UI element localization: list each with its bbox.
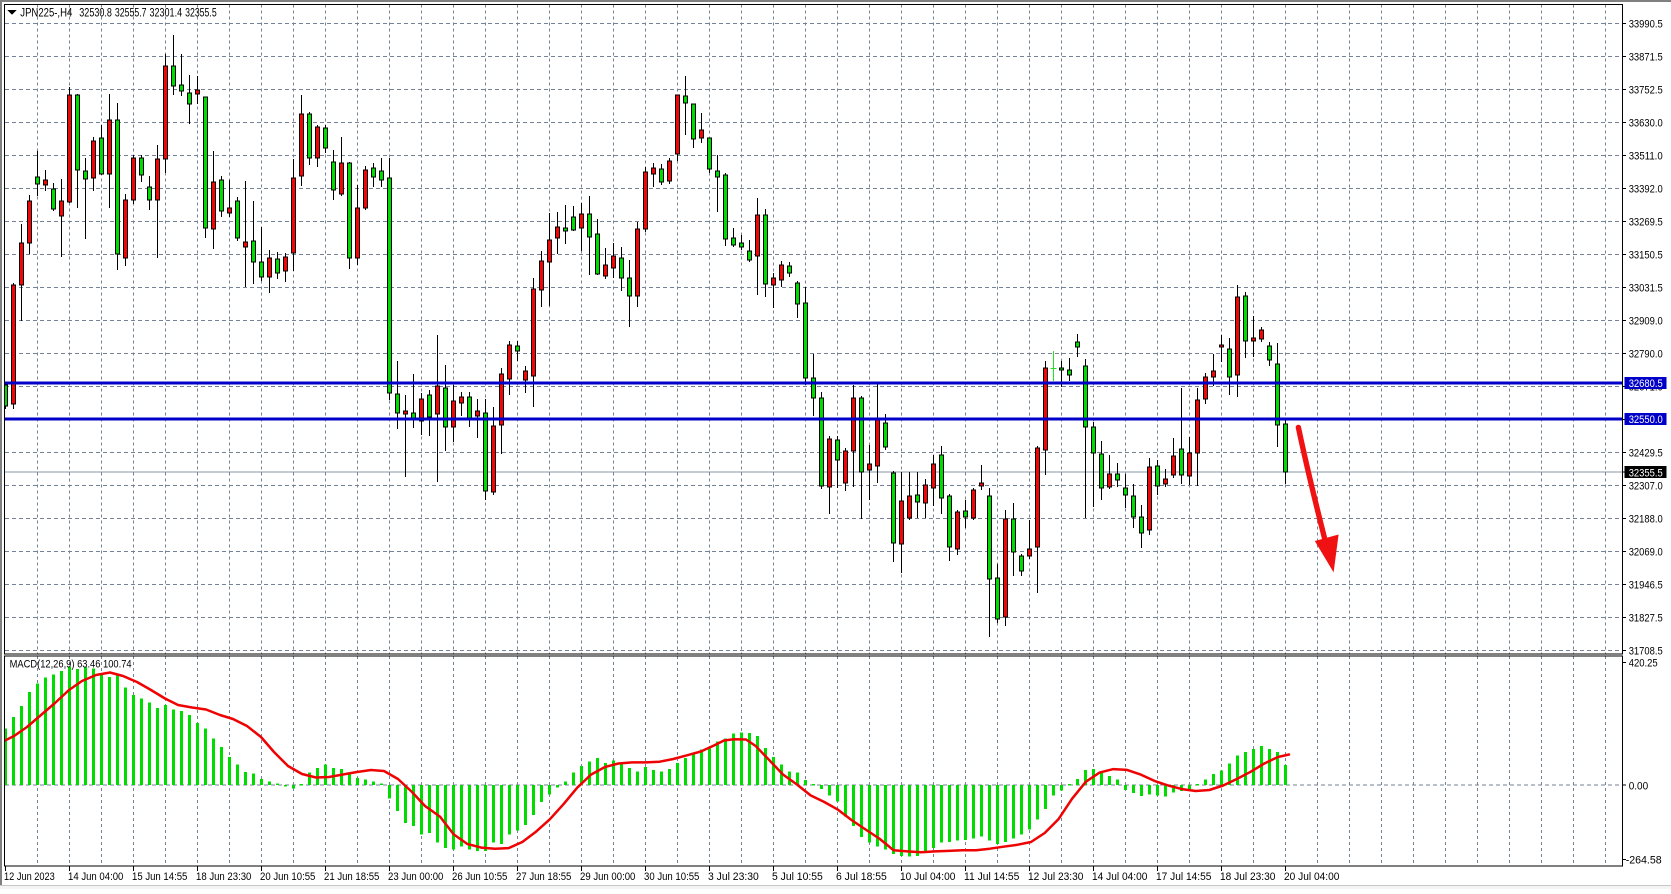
svg-text:18 Jul 23:30: 18 Jul 23:30	[1220, 871, 1275, 883]
svg-text:12 Jun 2023: 12 Jun 2023	[4, 871, 55, 883]
svg-text:15 Jun 14:55: 15 Jun 14:55	[132, 871, 187, 883]
svg-text:12 Jul 23:30: 12 Jul 23:30	[1028, 871, 1083, 883]
svg-text:31946.5: 31946.5	[1629, 580, 1663, 592]
svg-text:33871.5: 33871.5	[1629, 52, 1663, 64]
svg-text:32550.0: 32550.0	[1629, 414, 1663, 426]
svg-text:JPN225-,H4: JPN225-,H4	[20, 5, 72, 19]
svg-text:32307.0: 32307.0	[1629, 481, 1663, 493]
svg-text:32530.8: 32530.8	[79, 5, 112, 19]
svg-text:33392.0: 33392.0	[1629, 184, 1663, 196]
svg-text:30 Jun 10:55: 30 Jun 10:55	[644, 871, 699, 883]
svg-text:32555.7: 32555.7	[115, 5, 147, 19]
svg-text:10 Jul 04:00: 10 Jul 04:00	[900, 871, 955, 883]
svg-text:32909.0: 32909.0	[1629, 316, 1663, 328]
svg-text:31708.5: 31708.5	[1629, 646, 1663, 658]
svg-text:20 Jul 04:00: 20 Jul 04:00	[1284, 871, 1339, 883]
svg-text:29 Jun 00:00: 29 Jun 00:00	[580, 871, 635, 883]
svg-text:32429.5: 32429.5	[1629, 448, 1663, 460]
svg-text:14 Jun 04:00: 14 Jun 04:00	[68, 871, 123, 883]
svg-text:17 Jul 14:55: 17 Jul 14:55	[1156, 871, 1211, 883]
svg-text:32188.0: 32188.0	[1629, 514, 1663, 526]
svg-text:33990.5: 33990.5	[1629, 19, 1663, 31]
svg-text:0.00: 0.00	[1629, 780, 1649, 792]
svg-text:32355.5: 32355.5	[1629, 468, 1663, 480]
svg-text:14 Jul 04:00: 14 Jul 04:00	[1092, 871, 1147, 883]
svg-text:20 Jun 10:55: 20 Jun 10:55	[260, 871, 315, 883]
svg-text:32355.5: 32355.5	[185, 5, 217, 19]
svg-text:26 Jun 10:55: 26 Jun 10:55	[452, 871, 507, 883]
svg-text:6 Jul 18:55: 6 Jul 18:55	[836, 871, 887, 883]
svg-text:32790.0: 32790.0	[1629, 349, 1663, 361]
svg-text:31827.5: 31827.5	[1629, 613, 1663, 625]
svg-text:21 Jun 18:55: 21 Jun 18:55	[324, 871, 379, 883]
svg-text:-264.58: -264.58	[1626, 855, 1662, 867]
svg-text:33752.5: 33752.5	[1629, 85, 1663, 97]
svg-text:32680.5: 32680.5	[1629, 378, 1663, 390]
svg-text:11 Jul 14:55: 11 Jul 14:55	[964, 871, 1019, 883]
svg-text:27 Jun 18:55: 27 Jun 18:55	[516, 871, 571, 883]
svg-text:33269.5: 33269.5	[1629, 217, 1663, 229]
svg-text:32301.4: 32301.4	[150, 5, 183, 19]
svg-text:33031.5: 33031.5	[1629, 283, 1663, 295]
svg-text:3 Jul 23:30: 3 Jul 23:30	[708, 871, 759, 883]
svg-text:33630.0: 33630.0	[1629, 118, 1663, 130]
svg-text:420.25: 420.25	[1629, 658, 1658, 670]
svg-text:32069.0: 32069.0	[1629, 547, 1663, 559]
svg-text:18 Jun 23:30: 18 Jun 23:30	[196, 871, 251, 883]
svg-text:MACD(12,26,9) 63.46 100.74: MACD(12,26,9) 63.46 100.74	[10, 658, 132, 670]
svg-text:33150.5: 33150.5	[1629, 250, 1663, 262]
svg-text:33511.0: 33511.0	[1629, 151, 1663, 163]
svg-text:23 Jun 00:00: 23 Jun 00:00	[388, 871, 443, 883]
svg-text:5 Jul 10:55: 5 Jul 10:55	[772, 871, 823, 883]
